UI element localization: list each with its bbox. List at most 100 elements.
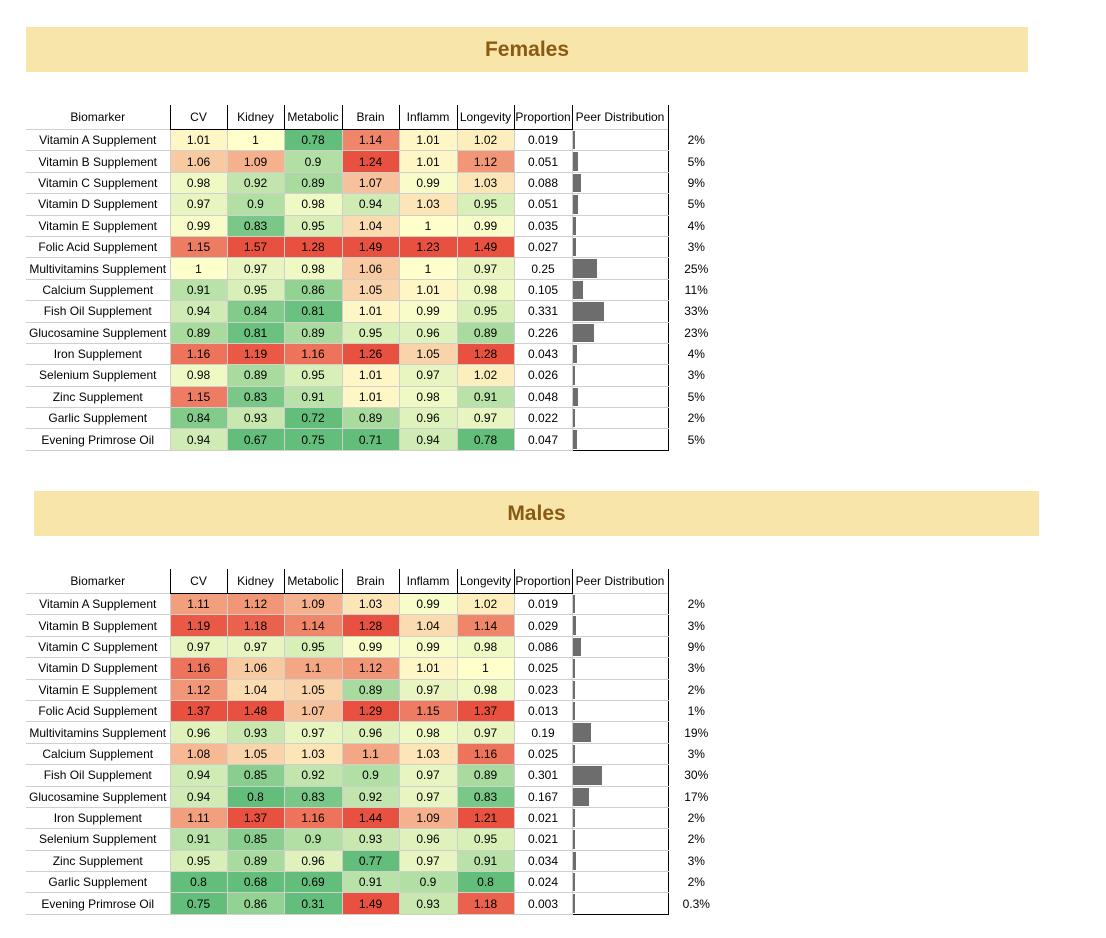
cell-proportion: 0.088 xyxy=(513,171,573,195)
cell-metabolic: 0.9 xyxy=(283,150,343,173)
cell-metabolic: 0.89 xyxy=(283,171,343,195)
table-row: Garlic Supplement 0.84 0.93 0.72 0.89 0.96 0.9… xyxy=(26,407,714,430)
row-label: Evening Primrose Oil xyxy=(26,428,171,451)
cell-inflamm: 1.15 xyxy=(398,699,458,723)
peer-distribution-cell xyxy=(571,342,669,366)
cell-brain: 1.07 xyxy=(341,171,400,195)
cell-longevity: 0.89 xyxy=(456,764,515,787)
row-label: Folic Acid Supplement xyxy=(26,699,171,723)
cell-metabolic: 1.16 xyxy=(283,806,343,830)
percent-label: 33% xyxy=(684,304,709,319)
cell-cv: 0.98 xyxy=(169,364,228,387)
row-label: Garlic Supplement xyxy=(26,871,171,894)
cell-cv: 1.15 xyxy=(169,385,228,409)
cell-kidney: 1 xyxy=(226,128,285,152)
cell-proportion: 0.25 xyxy=(513,257,573,280)
header-metabolic: Metabolic xyxy=(283,105,342,130)
cell-inflamm: 1.01 xyxy=(398,657,458,680)
cell-cv: 1.08 xyxy=(169,742,228,766)
cell-kidney: 1.12 xyxy=(226,592,285,616)
row-label: Vitamin A Supplement xyxy=(26,128,171,152)
distribution-bar xyxy=(573,808,575,828)
cell-cv: 0.91 xyxy=(169,278,228,302)
cell-kidney: 1.18 xyxy=(226,614,285,637)
cell-inflamm: 0.99 xyxy=(398,635,458,659)
row-label: Selenium Supplement xyxy=(26,828,171,851)
cell-metabolic: 1.07 xyxy=(283,699,343,723)
cell-inflamm: 0.97 xyxy=(398,785,458,808)
table-row: Vitamin B Supplement 1.19 1.18 1.14 1.28 1.04… xyxy=(26,614,714,637)
row-label: Vitamin B Supplement xyxy=(26,614,171,637)
percent-label: 2% xyxy=(687,811,705,826)
distribution-bar xyxy=(573,430,577,449)
distribution-bar xyxy=(573,766,602,785)
cell-metabolic: 0.95 xyxy=(283,214,343,237)
cell-metabolic: 0.89 xyxy=(283,321,343,344)
cell-longevity: 0.95 xyxy=(456,828,515,851)
cell-cv: 0.84 xyxy=(169,407,228,430)
table-row: Evening Primrose Oil 0.75 0.86 0.31 1.49 0.93… xyxy=(26,892,714,915)
peer-distribution-cell xyxy=(571,235,669,259)
cell-brain: 0.92 xyxy=(341,785,400,808)
distribution-bar xyxy=(573,894,575,913)
peer-distribution-cell xyxy=(571,828,669,851)
percent-label: 2% xyxy=(687,411,705,426)
distribution-bar xyxy=(573,302,604,321)
peer-distribution-cell xyxy=(571,721,669,744)
cell-inflamm: 0.93 xyxy=(398,892,458,915)
cell-metabolic: 0.9 xyxy=(283,828,343,851)
cell-brain: 0.89 xyxy=(341,678,400,701)
distribution-bar xyxy=(573,280,583,300)
cell-inflamm: 0.97 xyxy=(398,364,458,387)
cell-inflamm: 0.99 xyxy=(398,592,458,616)
cell-kidney: 0.81 xyxy=(226,321,285,344)
row-label: Vitamin E Supplement xyxy=(26,214,171,237)
cell-proportion: 0.024 xyxy=(513,871,573,894)
header-brain: Brain xyxy=(341,105,399,130)
header-inflamm: Inflamm xyxy=(398,569,457,594)
peer-distribution-cell xyxy=(571,385,669,409)
cell-kidney: 0.68 xyxy=(226,871,285,894)
cell-proportion: 0.019 xyxy=(513,128,573,152)
cell-metabolic: 0.31 xyxy=(283,892,343,915)
cell-inflamm: 0.97 xyxy=(398,764,458,787)
distribution-bar xyxy=(573,173,581,193)
cell-inflamm: 1.01 xyxy=(398,278,458,302)
cell-brain: 0.95 xyxy=(341,321,400,344)
table-row: Multivitamins Supplement 1 0.97 0.98 1.06 1 0.… xyxy=(26,257,714,280)
header-biomarker: Biomarker xyxy=(70,110,126,124)
distribution-bar xyxy=(573,787,589,806)
cell-metabolic: 0.78 xyxy=(283,128,343,152)
cell-cv: 1.15 xyxy=(169,235,228,259)
percent-label: 2% xyxy=(687,832,705,847)
cell-longevity: 0.91 xyxy=(456,385,515,409)
cell-cv: 1.16 xyxy=(169,342,228,366)
cell-kidney: 0.93 xyxy=(226,407,285,430)
cell-metabolic: 0.91 xyxy=(283,385,343,409)
table-row: Iron Supplement 1.11 1.37 1.16 1.44 1.09 1.21 0… xyxy=(26,806,714,830)
cell-cv: 1.11 xyxy=(169,806,228,830)
table-row: Selenium Supplement 0.98 0.89 0.95 1.01 0.97 1… xyxy=(26,364,714,387)
cell-longevity: 0.95 xyxy=(456,300,515,323)
percent-label: 5% xyxy=(687,389,705,404)
cell-proportion: 0.025 xyxy=(513,657,573,680)
cell-metabolic: 0.95 xyxy=(283,364,343,387)
cell-longevity: 0.8 xyxy=(456,871,515,894)
cell-proportion: 0.035 xyxy=(513,214,573,237)
table-row: Evening Primrose Oil 0.94 0.67 0.75 0.71 0.94… xyxy=(26,428,714,451)
cell-metabolic: 1.28 xyxy=(283,235,343,259)
peer-distribution-cell xyxy=(571,407,669,430)
row-label: Vitamin D Supplement xyxy=(26,657,171,680)
cell-brain: 0.71 xyxy=(341,428,400,451)
header-metabolic: Metabolic xyxy=(283,569,342,594)
cell-brain: 1.01 xyxy=(341,364,400,387)
distribution-bar xyxy=(573,237,576,257)
cell-proportion: 0.226 xyxy=(513,321,573,344)
percent-label: 2% xyxy=(687,875,705,890)
percent-label: 5% xyxy=(687,432,705,447)
cell-brain: 1.29 xyxy=(341,699,400,723)
peer-distribution-cell xyxy=(571,278,669,302)
cell-metabolic: 0.98 xyxy=(283,257,343,280)
cell-inflamm: 1.09 xyxy=(398,806,458,830)
cell-inflamm: 1.04 xyxy=(398,614,458,637)
